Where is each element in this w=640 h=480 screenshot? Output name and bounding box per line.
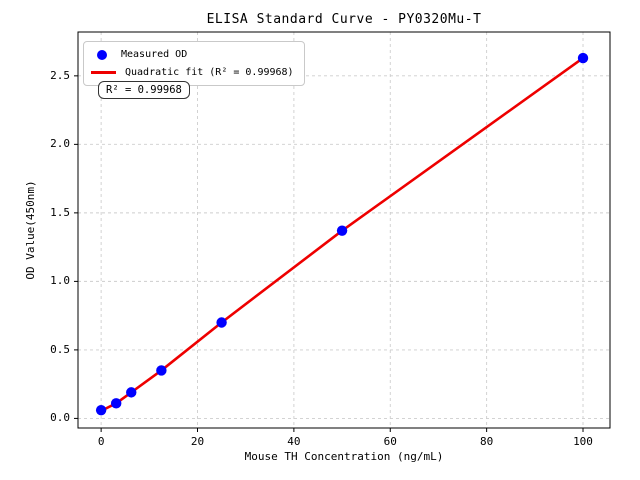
legend-item-measured-od: Measured OD [91,46,294,63]
legend-item-quadratic-fit: Quadratic fit (R² = 0.99968) [91,64,294,81]
data-point [110,398,122,409]
x-tick-label: 60 [383,435,397,448]
x-tick-label: 0 [97,435,105,448]
legend-label-measured-od: Measured OD [121,49,188,60]
x-tick-label: 20 [190,435,205,448]
x-tick-label: 40 [287,435,301,448]
y-tick-label: 1.5 [50,205,70,219]
x-tick-label: 80 [480,435,494,448]
r-squared-annotation: R² = 0.99968 [98,81,190,99]
y-tick-label: 2.5 [50,68,70,82]
chart-title: ELISA Standard Curve - PY0320Mu-T [206,12,482,27]
data-point [336,225,348,236]
x-axis-label: Mouse TH Concentration (ng/mL) [244,450,444,463]
y-tick-label: 0.0 [50,411,70,425]
y-tick-label: 2.0 [50,137,70,151]
scatter-marker-icon [97,49,107,60]
legend-label-quadratic-fit: Quadratic fit (R² = 0.99968) [125,67,294,78]
line-marker-icon [91,71,116,74]
axes-frame [77,31,611,429]
data-point [95,404,107,416]
data-point [577,52,589,64]
y-axis-label: OD Value(450nm) [24,180,37,280]
data-point [216,317,227,328]
data-point [126,387,137,398]
y-tick-label: 1.0 [50,274,70,288]
legend: Measured OD Quadratic fit (R² = 0.99968) [83,41,305,86]
data-point [156,365,167,376]
y-tick-label: 0.5 [50,342,70,356]
x-tick-label: 100 [573,435,593,448]
